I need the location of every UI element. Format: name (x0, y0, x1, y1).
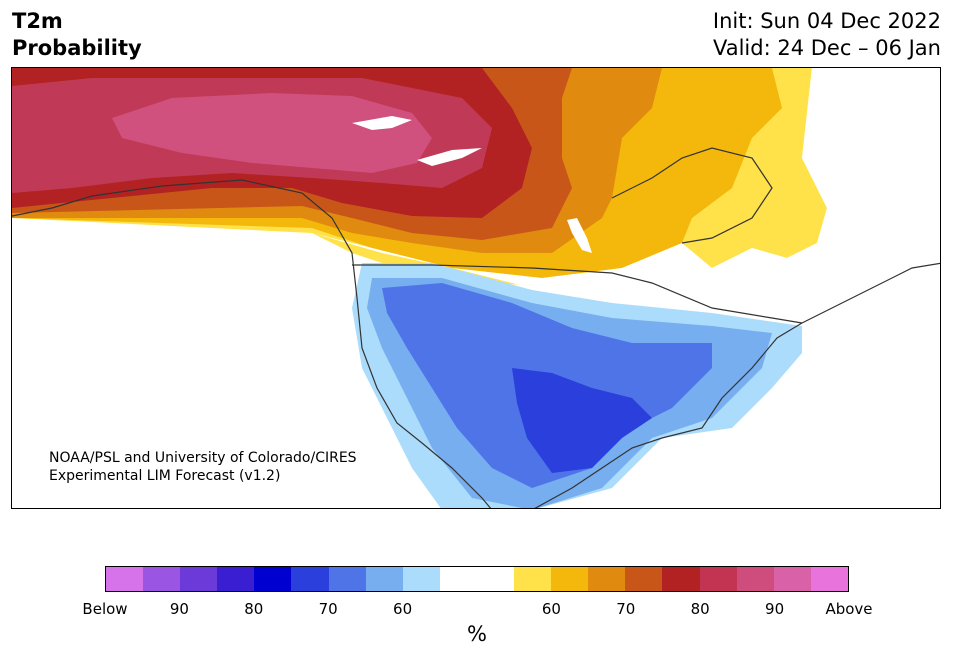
colorbar-segment (662, 567, 700, 591)
colorbar-segment (402, 567, 440, 591)
credit-text: NOAA/PSL and University of Colorado/CIRE… (49, 449, 357, 485)
forecast-dates: Init: Sun 04 Dec 2022 Valid: 24 Dec – 06… (713, 8, 941, 62)
hudson-bay-coast (611, 147, 773, 244)
great-slave-lake (417, 148, 482, 166)
above-90-region (112, 93, 432, 173)
lake-winnipeg (567, 218, 592, 253)
colorbar-tick-label: 90 (169, 600, 189, 618)
forecast-map (11, 67, 941, 509)
colorbar-segment (588, 567, 626, 591)
colorbar-segment (625, 567, 663, 591)
colorbar-segment (217, 567, 255, 591)
colorbar-segment (328, 567, 366, 591)
colorbar-segment (106, 567, 144, 591)
colorbar-segment (365, 567, 403, 591)
valid-range: Valid: 24 Dec – 06 Jan (712, 36, 941, 60)
colorbar-tick-label: Below (82, 600, 128, 618)
colorbar-segment (773, 567, 811, 591)
map-canvas (12, 68, 940, 508)
colorbar-segment (180, 567, 218, 591)
below-70-region (512, 368, 652, 473)
credit-line-2: Experimental LIM Forecast (v1.2) (49, 468, 281, 484)
colorbar-tick-label: 80 (690, 600, 710, 618)
colorbar-segment (810, 567, 848, 591)
colorbar-segment (143, 567, 181, 591)
colorbar-tick-label: 60 (541, 600, 561, 618)
gulf-coastline (534, 262, 940, 508)
title-line-1: T2m (12, 9, 63, 33)
title-line-2: Probability (12, 36, 142, 60)
init-date: Init: Sun 04 Dec 2022 (712, 9, 941, 33)
colorbar-tick-label: 60 (393, 600, 413, 618)
colorbar-tick-label: 90 (765, 600, 785, 618)
colorbar-unit: % (467, 622, 487, 646)
map-title: T2m Probability (12, 8, 142, 62)
colorbar-tick-label: Above (825, 600, 873, 618)
colorbar-segment (291, 567, 329, 591)
coastline (12, 179, 492, 508)
us-canada-border (352, 264, 803, 324)
colorbar-segment (736, 567, 774, 591)
colorbar-tick-label: 80 (244, 600, 264, 618)
colorbar (105, 566, 849, 592)
credit-line-1: NOAA/PSL and University of Colorado/CIRE… (49, 450, 357, 466)
colorbar-segment (439, 567, 477, 591)
colorbar-segment (514, 567, 552, 591)
colorbar-segment (699, 567, 737, 591)
colorbar-segment (254, 567, 292, 591)
great-bear-lake (352, 116, 412, 130)
near-normal-band (312, 68, 940, 323)
colorbar-tick-label: 70 (616, 600, 636, 618)
colorbar-segment (551, 567, 589, 591)
colorbar-segment (476, 567, 515, 591)
colorbar-tick-label: 70 (318, 600, 338, 618)
